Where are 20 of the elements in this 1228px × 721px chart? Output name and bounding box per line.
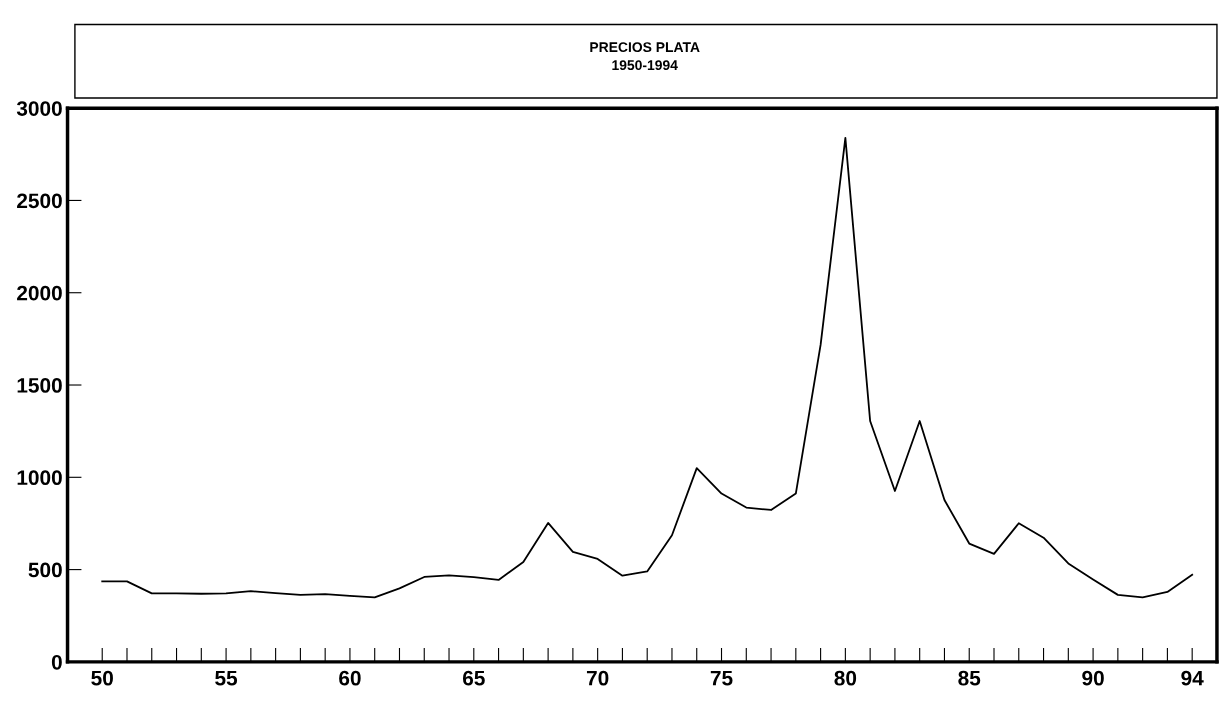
x-tick-label: 70 [586,670,609,686]
y-tick-label: 1500 [17,378,62,393]
x-tick-label: 94 [1181,670,1204,686]
x-tick-label: 75 [710,670,733,686]
y-tick-label: 2500 [17,193,62,209]
y-tick-label: 2000 [17,285,62,301]
x-tick-label: 65 [462,670,485,686]
x-tick-label: 80 [834,670,857,686]
x-tick-label: 55 [215,670,238,686]
line-series [101,136,1194,599]
x-tick-label: 60 [339,670,361,686]
chart-subtitle: 1950-1994 [612,60,678,71]
y-tick-label: 1000 [17,470,62,486]
x-tick-label: 50 [91,670,113,686]
y-tick-label: 3000 [16,101,62,116]
y-tick-label: 0 [51,654,62,670]
x-tick-label: 90 [1082,670,1104,686]
x-tick-label: 85 [958,670,981,686]
y-tick-label: 500 [28,562,62,578]
chart-title: PRECIOS PLATA [590,42,700,53]
